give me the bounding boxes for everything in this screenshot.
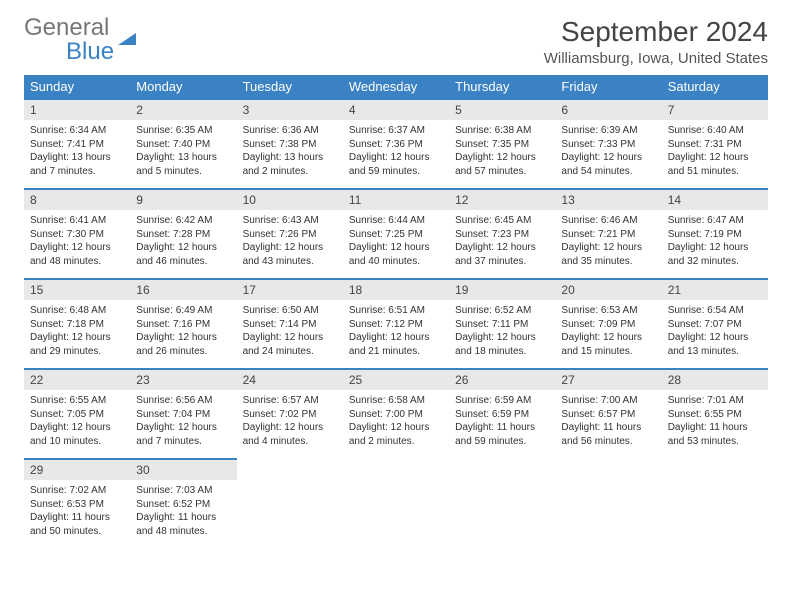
date-data-cell: Sunrise: 6:42 AMSunset: 7:28 PMDaylight:… — [130, 210, 236, 279]
date-data-cell: Sunrise: 6:56 AMSunset: 7:04 PMDaylight:… — [130, 390, 236, 459]
date-data-cell — [237, 480, 343, 548]
day-header-cell: Saturday — [662, 75, 768, 99]
date-number-cell: 11 — [343, 189, 449, 210]
date-number-row: 15161718192021 — [24, 279, 768, 300]
date-data-cell: Sunrise: 6:49 AMSunset: 7:16 PMDaylight:… — [130, 300, 236, 369]
date-data-cell: Sunrise: 6:40 AMSunset: 7:31 PMDaylight:… — [662, 120, 768, 189]
logo-part2: Blue — [66, 38, 114, 65]
date-data-cell: Sunrise: 6:54 AMSunset: 7:07 PMDaylight:… — [662, 300, 768, 369]
date-data-cell: Sunrise: 7:02 AMSunset: 6:53 PMDaylight:… — [24, 480, 130, 548]
day-header-cell: Monday — [130, 75, 236, 99]
day-header-cell: Friday — [555, 75, 661, 99]
date-number-row: 1234567 — [24, 99, 768, 120]
date-data-cell: Sunrise: 7:00 AMSunset: 6:57 PMDaylight:… — [555, 390, 661, 459]
page-subtitle: Williamsburg, Iowa, United States — [544, 50, 768, 67]
date-number-cell: 24 — [237, 369, 343, 390]
date-number-row: 22232425262728 — [24, 369, 768, 390]
date-number-cell: 15 — [24, 279, 130, 300]
date-number-cell: 19 — [449, 279, 555, 300]
date-data-cell: Sunrise: 6:51 AMSunset: 7:12 PMDaylight:… — [343, 300, 449, 369]
day-header-row: SundayMondayTuesdayWednesdayThursdayFrid… — [24, 75, 768, 99]
date-data-cell: Sunrise: 6:58 AMSunset: 7:00 PMDaylight:… — [343, 390, 449, 459]
date-number-cell: 18 — [343, 279, 449, 300]
date-number-cell: 3 — [237, 99, 343, 120]
day-header-cell: Tuesday — [237, 75, 343, 99]
date-number-cell: 25 — [343, 369, 449, 390]
day-header-cell: Sunday — [24, 75, 130, 99]
date-data-cell: Sunrise: 6:38 AMSunset: 7:35 PMDaylight:… — [449, 120, 555, 189]
date-data-cell: Sunrise: 6:44 AMSunset: 7:25 PMDaylight:… — [343, 210, 449, 279]
date-data-cell: Sunrise: 7:03 AMSunset: 6:52 PMDaylight:… — [130, 480, 236, 548]
date-data-row: Sunrise: 6:55 AMSunset: 7:05 PMDaylight:… — [24, 390, 768, 459]
date-number-cell: 22 — [24, 369, 130, 390]
date-data-cell: Sunrise: 6:41 AMSunset: 7:30 PMDaylight:… — [24, 210, 130, 279]
date-number-cell: 2 — [130, 99, 236, 120]
date-data-cell: Sunrise: 6:37 AMSunset: 7:36 PMDaylight:… — [343, 120, 449, 189]
date-number-cell: 6 — [555, 99, 661, 120]
date-data-cell: Sunrise: 6:34 AMSunset: 7:41 PMDaylight:… — [24, 120, 130, 189]
date-number-cell: 10 — [237, 189, 343, 210]
date-data-cell: Sunrise: 6:36 AMSunset: 7:38 PMDaylight:… — [237, 120, 343, 189]
date-number-cell: 29 — [24, 459, 130, 480]
date-number-row: 891011121314 — [24, 189, 768, 210]
calendar-table: SundayMondayTuesdayWednesdayThursdayFrid… — [24, 75, 768, 548]
page-title: September 2024 — [544, 16, 768, 48]
date-number-cell: 13 — [555, 189, 661, 210]
title-block: September 2024 Williamsburg, Iowa, Unite… — [544, 16, 768, 67]
date-number-cell: 26 — [449, 369, 555, 390]
date-number-cell — [343, 459, 449, 480]
date-number-cell — [555, 459, 661, 480]
logo-part1: General — [24, 14, 109, 41]
date-number-cell: 14 — [662, 189, 768, 210]
header: General Blue September 2024 Williamsburg… — [24, 16, 768, 67]
date-number-cell: 30 — [130, 459, 236, 480]
logo-text: General Blue — [24, 16, 114, 64]
date-number-cell: 7 — [662, 99, 768, 120]
date-number-row: 2930 — [24, 459, 768, 480]
date-data-row: Sunrise: 6:34 AMSunset: 7:41 PMDaylight:… — [24, 120, 768, 189]
date-number-cell: 16 — [130, 279, 236, 300]
date-data-cell — [662, 480, 768, 548]
date-number-cell: 23 — [130, 369, 236, 390]
date-data-row: Sunrise: 6:48 AMSunset: 7:18 PMDaylight:… — [24, 300, 768, 369]
date-number-cell: 12 — [449, 189, 555, 210]
date-number-cell — [662, 459, 768, 480]
date-number-cell: 20 — [555, 279, 661, 300]
date-number-cell: 9 — [130, 189, 236, 210]
date-data-cell: Sunrise: 6:57 AMSunset: 7:02 PMDaylight:… — [237, 390, 343, 459]
date-data-cell: Sunrise: 6:35 AMSunset: 7:40 PMDaylight:… — [130, 120, 236, 189]
logo: General Blue — [24, 16, 138, 64]
date-number-cell: 17 — [237, 279, 343, 300]
date-number-cell — [449, 459, 555, 480]
date-data-cell — [343, 480, 449, 548]
date-data-row: Sunrise: 6:41 AMSunset: 7:30 PMDaylight:… — [24, 210, 768, 279]
date-data-row: Sunrise: 7:02 AMSunset: 6:53 PMDaylight:… — [24, 480, 768, 548]
date-data-cell: Sunrise: 6:53 AMSunset: 7:09 PMDaylight:… — [555, 300, 661, 369]
date-data-cell — [555, 480, 661, 548]
calendar-page: General Blue September 2024 Williamsburg… — [0, 0, 792, 564]
date-data-cell: Sunrise: 6:50 AMSunset: 7:14 PMDaylight:… — [237, 300, 343, 369]
date-data-cell: Sunrise: 6:43 AMSunset: 7:26 PMDaylight:… — [237, 210, 343, 279]
date-data-cell: Sunrise: 6:45 AMSunset: 7:23 PMDaylight:… — [449, 210, 555, 279]
date-data-cell: Sunrise: 6:55 AMSunset: 7:05 PMDaylight:… — [24, 390, 130, 459]
date-data-cell: Sunrise: 6:59 AMSunset: 6:59 PMDaylight:… — [449, 390, 555, 459]
date-number-cell: 21 — [662, 279, 768, 300]
date-data-cell: Sunrise: 6:39 AMSunset: 7:33 PMDaylight:… — [555, 120, 661, 189]
day-header-cell: Thursday — [449, 75, 555, 99]
date-number-cell: 4 — [343, 99, 449, 120]
date-number-cell: 1 — [24, 99, 130, 120]
date-number-cell: 5 — [449, 99, 555, 120]
date-number-cell: 27 — [555, 369, 661, 390]
date-data-cell — [449, 480, 555, 548]
date-data-cell: Sunrise: 7:01 AMSunset: 6:55 PMDaylight:… — [662, 390, 768, 459]
date-number-cell: 28 — [662, 369, 768, 390]
date-data-cell: Sunrise: 6:47 AMSunset: 7:19 PMDaylight:… — [662, 210, 768, 279]
logo-icon — [116, 27, 138, 54]
date-data-cell: Sunrise: 6:46 AMSunset: 7:21 PMDaylight:… — [555, 210, 661, 279]
date-data-cell: Sunrise: 6:52 AMSunset: 7:11 PMDaylight:… — [449, 300, 555, 369]
date-number-cell: 8 — [24, 189, 130, 210]
date-number-cell — [237, 459, 343, 480]
day-header-cell: Wednesday — [343, 75, 449, 99]
date-data-cell: Sunrise: 6:48 AMSunset: 7:18 PMDaylight:… — [24, 300, 130, 369]
